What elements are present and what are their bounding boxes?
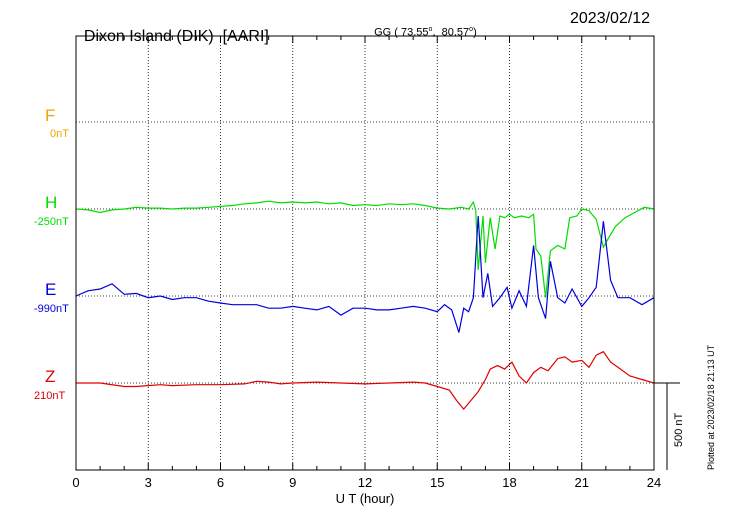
series-line-e bbox=[75, 215, 655, 333]
series-line-z bbox=[76, 350, 655, 411]
x-tick-label-9: 9 bbox=[289, 475, 296, 490]
x-axis-label: U T (hour) bbox=[336, 491, 395, 506]
series-label-z: Z bbox=[45, 367, 56, 386]
series-lines bbox=[75, 200, 655, 411]
x-tick-label-18: 18 bbox=[502, 475, 516, 490]
x-tick-label-15: 15 bbox=[430, 475, 444, 490]
plotted-note: Plotted at 2023/02/18 21:13 UT bbox=[706, 344, 716, 470]
x-tick-label-6: 6 bbox=[217, 475, 224, 490]
date-label: 2023/02/12 bbox=[570, 10, 651, 27]
series-label-e: E bbox=[45, 280, 57, 299]
scale-bar-label: 500 nT bbox=[673, 412, 685, 447]
baseline-label-e: -990nT bbox=[34, 303, 69, 315]
x-axis-ticks: 0 3 6 9 12 15 18 21 24 bbox=[72, 36, 661, 490]
x-tick-label-0: 0 bbox=[72, 475, 79, 490]
x-tick-label-12: 12 bbox=[358, 475, 372, 490]
baseline-label-f: 0nT bbox=[50, 128, 69, 140]
series-label-h: H bbox=[45, 193, 58, 212]
baseline-label-z: 210nT bbox=[34, 390, 66, 402]
grid-lines bbox=[76, 36, 654, 470]
baseline-label-h: -250nT bbox=[34, 216, 69, 228]
series-line-h bbox=[75, 200, 655, 298]
series-label-f: F bbox=[45, 106, 56, 125]
x-tick-label-24: 24 bbox=[647, 475, 661, 490]
x-tick-label-21: 21 bbox=[575, 475, 589, 490]
x-tick-label-3: 3 bbox=[145, 475, 152, 490]
